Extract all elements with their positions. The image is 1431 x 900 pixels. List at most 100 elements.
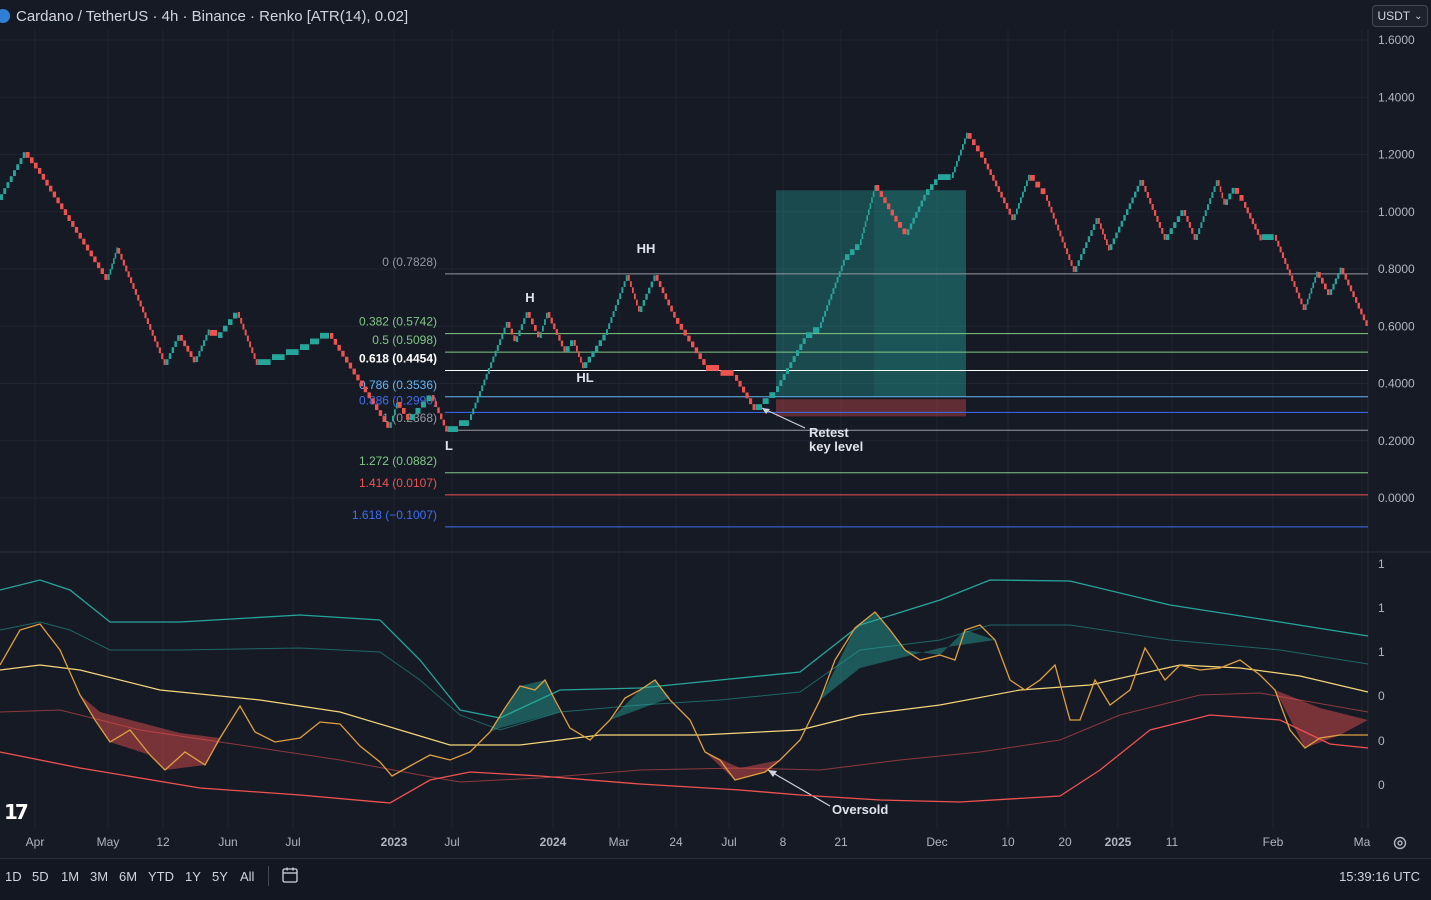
renko-brick — [474, 402, 477, 409]
timeframe-button[interactable]: 1D — [5, 869, 22, 884]
renko-brick — [1357, 302, 1360, 309]
renko-brick — [850, 249, 855, 255]
renko-brick — [792, 356, 796, 362]
renko-brick — [874, 185, 876, 191]
renko-brick — [56, 197, 60, 204]
renko-brick — [1352, 291, 1355, 297]
renko-brick — [111, 263, 113, 270]
renko-brick — [968, 133, 972, 139]
renko-brick — [679, 323, 684, 330]
renko-brick — [96, 262, 101, 269]
renko-brick — [244, 329, 247, 336]
fib-level-label: 0.382 (0.5742) — [359, 315, 437, 329]
renko-brick — [898, 222, 903, 228]
renko-brick — [60, 203, 64, 210]
renko-brick — [830, 293, 833, 300]
calendar-goto-icon[interactable] — [281, 866, 299, 884]
renko-brick — [1120, 220, 1124, 227]
renko-brick — [782, 374, 786, 380]
timeframe-button[interactable]: All — [240, 869, 255, 884]
renko-brick — [63, 209, 68, 216]
renko-brick — [720, 370, 734, 376]
gear-icon[interactable] — [1392, 835, 1408, 851]
renko-brick — [1098, 218, 1100, 224]
timeframe-button[interactable]: 3M — [90, 869, 109, 884]
renko-brick — [356, 374, 360, 381]
label-higher-high: HH — [637, 241, 656, 256]
symbol-header[interactable]: Cardano / TetherUS · 4h · Binance · Renk… — [0, 6, 408, 26]
utc-clock[interactable]: 15:39:16 UTC — [1339, 869, 1420, 884]
renko-brick — [623, 281, 626, 287]
renko-brick — [832, 288, 835, 294]
time-axis-label: Feb — [1263, 835, 1284, 849]
retest-arrow — [761, 407, 806, 429]
chart-canvas[interactable]: 1.6000 1.4000 1.2000 1.0000 0.8000 0.6000 0.40… — [0, 0, 1431, 858]
price-axis-label: 0.2000 — [1378, 434, 1415, 448]
renko-brick — [563, 346, 566, 353]
renko-brick — [89, 250, 93, 257]
renko-brick — [228, 319, 233, 325]
renko-brick — [238, 312, 240, 318]
currency-selector[interactable]: USDT ⌄ — [1372, 5, 1428, 27]
renko-brick — [806, 332, 813, 338]
renko-brick — [822, 316, 824, 323]
fib-level-label: 0 (0.7828) — [382, 255, 437, 269]
timeframe-button[interactable]: YTD — [148, 869, 174, 884]
renko-brick — [1052, 212, 1055, 219]
renko-brick — [1128, 203, 1132, 210]
timeframe-button[interactable]: 1Y — [185, 869, 201, 884]
renko-brick — [189, 351, 193, 357]
renko-brick — [595, 345, 599, 352]
renko-brick — [1092, 224, 1096, 230]
renko-brick — [638, 305, 640, 312]
renko-brick — [824, 310, 827, 317]
renko-brick — [1305, 304, 1307, 310]
renko-brick — [85, 244, 90, 251]
renko-brick — [360, 380, 364, 387]
renko-brick — [478, 391, 481, 397]
renko-brick — [683, 329, 687, 336]
renko-brick — [752, 404, 756, 410]
renko-brick — [1075, 266, 1078, 272]
renko-brick — [980, 151, 984, 158]
timeframe-button[interactable]: 5Y — [212, 869, 228, 884]
renko-brick — [490, 362, 493, 369]
symbol-title: Cardano / TetherUS · 4h · Binance · Renk… — [16, 7, 409, 25]
renko-brick — [1318, 272, 1321, 278]
time-axis-label: Jul — [285, 835, 300, 849]
renko-brick — [902, 228, 907, 235]
renko-brick — [879, 191, 883, 197]
position-target-zone-late — [874, 190, 966, 397]
renko-brick — [1231, 187, 1235, 194]
renko-brick — [1198, 228, 1201, 234]
renko-brick — [1259, 234, 1262, 241]
renko-brick — [390, 422, 392, 428]
renko-brick — [168, 353, 172, 359]
time-axis-label: 2023 — [381, 835, 408, 849]
renko-brick — [610, 317, 613, 323]
renko-brick — [976, 145, 980, 152]
renko-brick — [30, 157, 34, 164]
timeframe-button[interactable]: 5D — [32, 869, 49, 884]
renko-brick — [769, 392, 776, 398]
renko-brick — [1057, 224, 1060, 231]
renko-brick — [440, 413, 443, 420]
position-target-zone — [776, 190, 966, 397]
timeframe-button[interactable]: 1M — [61, 869, 80, 884]
tradingview-logo-icon[interactable]: 𝟭7 — [4, 800, 29, 824]
timeframe-button[interactable]: 6M — [119, 869, 138, 884]
renko-brick — [1106, 239, 1108, 246]
renko-brick — [630, 281, 632, 287]
time-axis-label: 2025 — [1105, 835, 1132, 849]
renko-brick — [375, 404, 379, 411]
renko-brick — [923, 194, 926, 201]
renko-brick — [1158, 222, 1161, 228]
renko-brick — [300, 344, 309, 350]
renko-brick — [130, 277, 133, 284]
renko-brick — [648, 287, 651, 294]
renko-brick — [442, 419, 446, 426]
renko-brick — [255, 359, 258, 365]
renko-brick — [1100, 223, 1102, 230]
time-axis-label: 21 — [834, 835, 848, 849]
